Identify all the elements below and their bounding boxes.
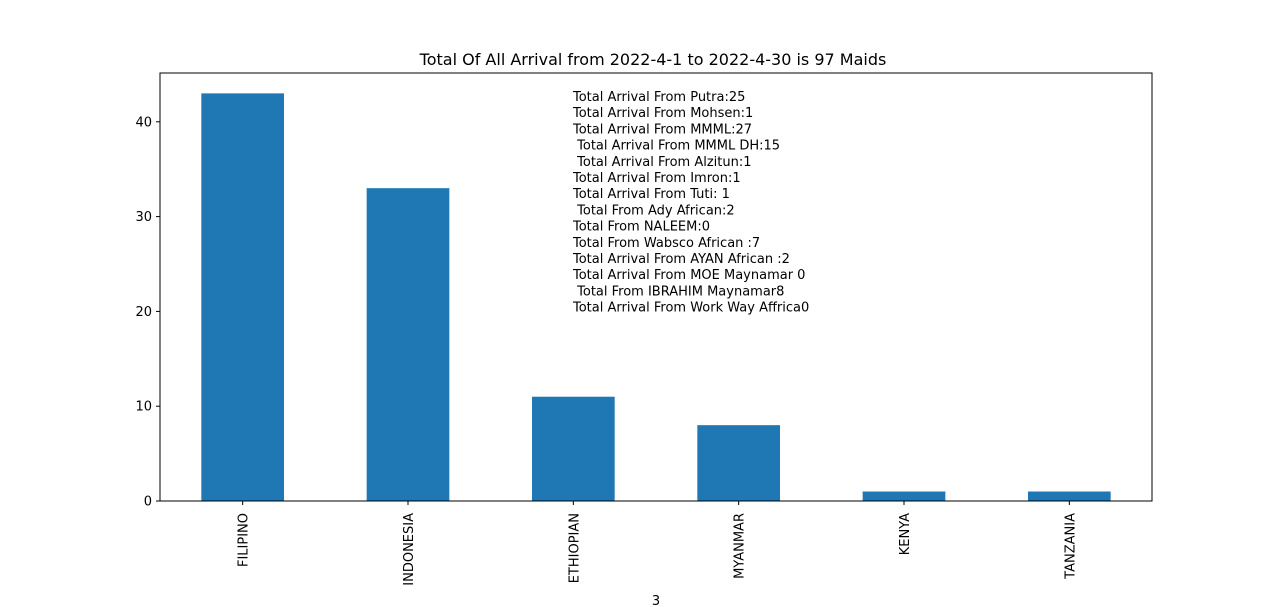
bars-group bbox=[201, 93, 1111, 501]
annotation-line: Total From NALEEM:0 bbox=[572, 220, 710, 235]
y-tick-label: 0 bbox=[144, 495, 152, 510]
annotation-line: Total From Wabsco African :7 bbox=[572, 236, 760, 251]
annotation-line: Total Arrival From Mohsen:1 bbox=[572, 106, 753, 121]
x-axis: FILIPINO INDONESIA ETHIOPIAN MYANMAR KENYA TA… bbox=[237, 501, 1078, 586]
y-tick-label: 40 bbox=[135, 115, 152, 130]
annotation-line: Total Arrival From Putra:25 bbox=[572, 90, 745, 105]
y-tick-label: 20 bbox=[135, 305, 152, 320]
y-axis: 0 10 20 30 40 bbox=[135, 115, 160, 510]
x-tick-label: FILIPINO bbox=[237, 513, 252, 567]
x-tick-label: ETHIOPIAN bbox=[567, 513, 582, 583]
plot-frame bbox=[159, 72, 1153, 502]
annotation-line: Total Arrival From AYAN African :2 bbox=[572, 252, 790, 267]
annotation-line: Total Arrival From Alzitun:1 bbox=[573, 155, 752, 170]
annotation-line: Total From Ady African:2 bbox=[573, 203, 735, 218]
bar-filipino bbox=[201, 93, 284, 501]
x-axis-label: 3 bbox=[652, 594, 660, 607]
x-tick-label: KENYA bbox=[898, 513, 913, 555]
bar-indonesia bbox=[366, 188, 450, 501]
x-tick-label: TANZANIA bbox=[1063, 513, 1078, 580]
chart-title: Total Of All Arrival from 2022-4-1 to 20… bbox=[419, 50, 887, 69]
annotation-line: Total Arrival From Work Way Affrica0 bbox=[572, 301, 809, 316]
bar-kenya bbox=[862, 491, 946, 501]
bar-myanmar bbox=[697, 425, 780, 501]
x-tick-label: MYANMAR bbox=[733, 513, 748, 579]
annotation-line: Total Arrival From MMML:27 bbox=[572, 122, 752, 137]
y-tick-label: 10 bbox=[135, 400, 152, 415]
bar-tanzania bbox=[1028, 491, 1111, 501]
annotation-line: Total Arrival From Tuti: 1 bbox=[572, 187, 730, 202]
x-tick-label: INDONESIA bbox=[402, 513, 417, 586]
annotation-line: Total Arrival From MOE Maynamar 0 bbox=[572, 268, 805, 283]
annotation-line: Total Arrival From Imron:1 bbox=[572, 171, 741, 186]
annotation-line: Total Arrival From MMML DH:15 bbox=[573, 139, 780, 154]
y-tick-label: 30 bbox=[135, 210, 152, 225]
bar-ethiopian bbox=[532, 396, 615, 501]
annotation-line: Total From IBRAHIM Maynamar8 bbox=[573, 284, 784, 299]
